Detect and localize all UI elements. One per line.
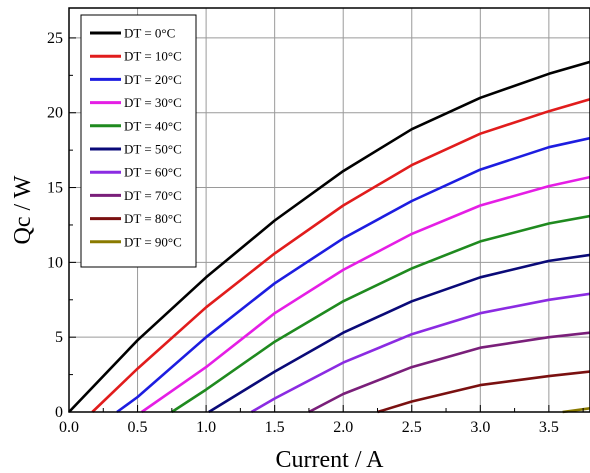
legend-label-8: DT = 80°C	[124, 211, 182, 226]
series-layer	[68, 60, 590, 414]
series-line-3	[140, 175, 590, 414]
x-tick-label: 1.5	[265, 419, 285, 436]
x-tick-label: 2.0	[333, 419, 353, 436]
legend-label-6: DT = 60°C	[124, 165, 182, 180]
legend-label-0: DT = 0°C	[124, 26, 175, 41]
legend-label-5: DT = 50°C	[124, 142, 182, 157]
y-tick-label: 25	[47, 30, 63, 47]
y-tick-label: 5	[55, 329, 63, 346]
x-tick-label: 3.0	[470, 419, 490, 436]
series-line-0	[68, 60, 590, 413]
y-tick-label: 15	[47, 180, 63, 197]
y-axis-title: Qc / W	[10, 175, 36, 244]
series-line-2	[116, 136, 590, 414]
legend-label-7: DT = 70°C	[124, 188, 182, 203]
tick-layer: 0.0 0.5 1.0 1.5 2.0 2.5 3.0 3.5 0 5 10 15 20 25	[47, 30, 584, 436]
y-tick-label: 0	[55, 404, 63, 421]
series-line-8	[377, 370, 590, 414]
series-line-7	[308, 331, 590, 414]
legend-label-1: DT = 10°C	[124, 49, 182, 64]
y-tick-label: 10	[47, 254, 63, 271]
plot-frame	[68, 7, 590, 413]
legend: DT = 0°C DT = 10°C DT = 20°C DT = 30°C DT = …	[80, 14, 197, 268]
series-line-5	[208, 253, 590, 414]
legend-label-9: DT = 90°C	[124, 234, 182, 249]
x-tick-label: 1.0	[196, 419, 216, 436]
x-tick-label: 0.5	[128, 419, 148, 436]
x-axis-title: Current / A	[276, 447, 385, 473]
series-line-6	[250, 292, 590, 414]
y-tick-label: 20	[47, 105, 63, 122]
series-line-1	[91, 98, 590, 413]
x-tick-label: 2.5	[402, 419, 422, 436]
series-line-4	[171, 214, 590, 414]
legend-label-3: DT = 30°C	[124, 95, 182, 110]
x-tick-label: 3.5	[539, 419, 559, 436]
legend-label-4: DT = 40°C	[124, 118, 182, 133]
x-tick-label: 0.0	[59, 419, 79, 436]
legend-label-2: DT = 20°C	[124, 72, 182, 87]
